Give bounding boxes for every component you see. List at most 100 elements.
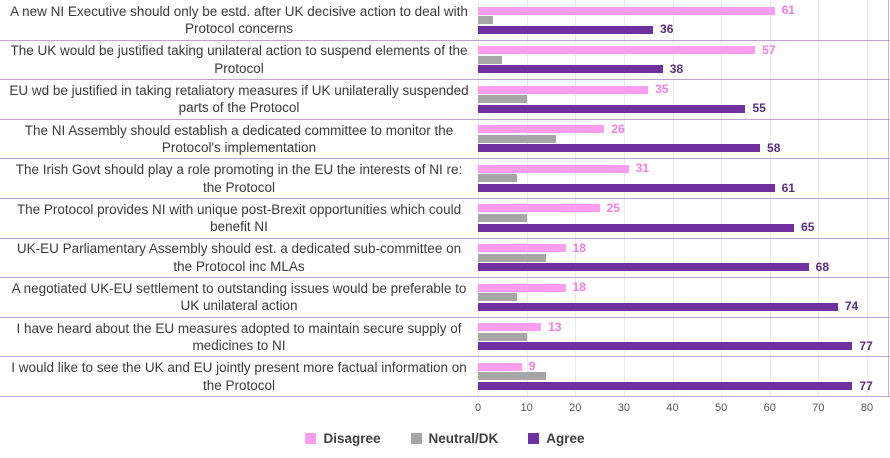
- row-plot-area: 35 55: [478, 80, 890, 119]
- bar-line-neutral-dk: [478, 253, 890, 262]
- x-tick-label: 40: [666, 402, 679, 414]
- bar-line-neutral-dk: [478, 332, 890, 341]
- chart-legend: Disagree Neutral/DK Agree: [0, 431, 890, 446]
- chart-row: I would like to see the UK and EU jointl…: [0, 357, 890, 397]
- category-label: A negotiated UK-EU settlement to outstan…: [11, 280, 467, 314]
- bar-agree: [478, 104, 746, 113]
- bar-line-neutral-dk: [478, 95, 890, 104]
- row-plot-area: 18 74: [478, 278, 890, 317]
- bar-neutral-dk: [478, 253, 547, 262]
- row-plot-area: 31 61: [478, 159, 890, 198]
- bar-disagree: [478, 244, 566, 253]
- value-label-agree: 61: [781, 180, 795, 195]
- bar-line-neutral-dk: [478, 174, 890, 183]
- bar-neutral-dk: [478, 214, 527, 223]
- bar-line-disagree: 9: [478, 360, 890, 372]
- bar-agree: [478, 382, 853, 391]
- bar-disagree: [478, 125, 605, 134]
- bar-neutral-dk: [478, 134, 556, 143]
- x-tick-label: 0: [474, 402, 482, 414]
- bar-line-neutral-dk: [478, 293, 890, 302]
- legend-item-disagree: Disagree: [305, 431, 381, 446]
- row-plot-area: 18 68: [478, 239, 890, 278]
- bar-disagree: [478, 323, 542, 332]
- value-label-disagree: 13: [548, 319, 562, 334]
- bar-line-agree: 55: [478, 101, 890, 116]
- bar-line-disagree: 25: [478, 200, 890, 215]
- x-tick-label: 10: [520, 402, 533, 414]
- legend-item-agree: Agree: [528, 431, 585, 446]
- bar-neutral-dk: [478, 16, 493, 25]
- value-label-disagree: 26: [611, 121, 625, 136]
- bar-disagree: [478, 283, 566, 292]
- bar-line-neutral-dk: [478, 372, 890, 381]
- bar-agree: [478, 25, 654, 34]
- bar-neutral-dk: [478, 55, 503, 64]
- x-tick-label: 60: [763, 402, 776, 414]
- category-label: The Irish Govt should play a role promot…: [15, 162, 463, 195]
- bar-line-disagree: 13: [478, 319, 890, 334]
- bar-line-agree: 68: [478, 261, 890, 273]
- value-label-disagree: 61: [781, 3, 795, 17]
- x-tick-label: 50: [715, 402, 728, 414]
- bar-disagree: [478, 204, 600, 213]
- bar-neutral-dk: [478, 332, 527, 341]
- legend-swatch-icon: [410, 433, 422, 444]
- bar-line-disagree: 26: [478, 121, 890, 136]
- category-label: EU wd be justified in taking retaliatory…: [9, 82, 469, 116]
- bar-neutral-dk: [478, 372, 547, 381]
- bar-line-disagree: 57: [478, 42, 890, 57]
- value-label-agree: 65: [801, 220, 815, 235]
- bar-line-agree: 38: [478, 63, 890, 75]
- bar-disagree: [478, 85, 649, 94]
- bar-line-agree: 61: [478, 180, 890, 195]
- chart-row: EU wd be justified in taking retaliatory…: [0, 80, 890, 120]
- bar-line-agree: 58: [478, 142, 890, 154]
- value-label-disagree: 57: [762, 42, 776, 57]
- bar-line-disagree: 35: [478, 82, 890, 97]
- category-label: The Protocol provides NI with unique pos…: [16, 201, 462, 235]
- x-tick-label: 70: [812, 402, 825, 414]
- bar-line-disagree: 18: [478, 240, 890, 255]
- category-label: I have heard about the EU measures adopt…: [16, 320, 462, 354]
- bar-agree: [478, 65, 663, 74]
- bar-line-disagree: 61: [478, 3, 890, 17]
- bar-line-neutral-dk: [478, 55, 890, 64]
- bar-line-neutral-dk: [478, 134, 890, 143]
- bar-line-agree: 77: [478, 380, 890, 392]
- x-tick-label: 20: [569, 402, 582, 414]
- chart-row: A negotiated UK-EU settlement to outstan…: [0, 278, 890, 318]
- value-label-disagree: 35: [655, 82, 669, 97]
- value-label-agree: 74: [844, 299, 859, 314]
- x-tick-label: 30: [617, 402, 630, 414]
- row-plot-area: 57 38: [478, 41, 890, 80]
- category-label: A new NI Executive should only be estd. …: [10, 3, 468, 37]
- category-label: The NI Assembly should establish a dedic…: [24, 122, 454, 156]
- value-label-disagree: 18: [572, 240, 586, 255]
- bar-agree: [478, 223, 795, 232]
- bar-disagree: [478, 362, 522, 371]
- x-tick-label: 80: [860, 402, 874, 414]
- bar-neutral-dk: [478, 174, 517, 183]
- category-label: The UK would be justified taking unilate…: [10, 43, 468, 76]
- chart-row: I have heard about the EU measures adopt…: [0, 318, 890, 358]
- legend-label: Neutral/DK: [428, 431, 499, 446]
- bar-line-agree: 65: [478, 220, 890, 235]
- chart-row: The NI Assembly should establish a dedic…: [0, 120, 890, 160]
- bar-line-disagree: 18: [478, 281, 890, 293]
- bar-neutral-dk: [478, 95, 527, 104]
- bar-line-disagree: 31: [478, 162, 890, 174]
- bar-agree: [478, 302, 838, 311]
- value-label-disagree: 25: [606, 200, 620, 215]
- row-plot-area: 61 36: [478, 1, 890, 40]
- bar-disagree: [478, 46, 756, 55]
- value-label-agree: 55: [752, 101, 766, 116]
- bar-agree: [478, 144, 761, 153]
- legend-label: Disagree: [323, 431, 381, 446]
- row-plot-area: 25 65: [478, 199, 890, 238]
- row-plot-area: 9 77: [478, 357, 890, 396]
- chart-row: The Protocol provides NI with unique pos…: [0, 199, 890, 239]
- bar-line-agree: 36: [478, 23, 890, 35]
- chart-row: The Irish Govt should play a role promot…: [0, 159, 890, 199]
